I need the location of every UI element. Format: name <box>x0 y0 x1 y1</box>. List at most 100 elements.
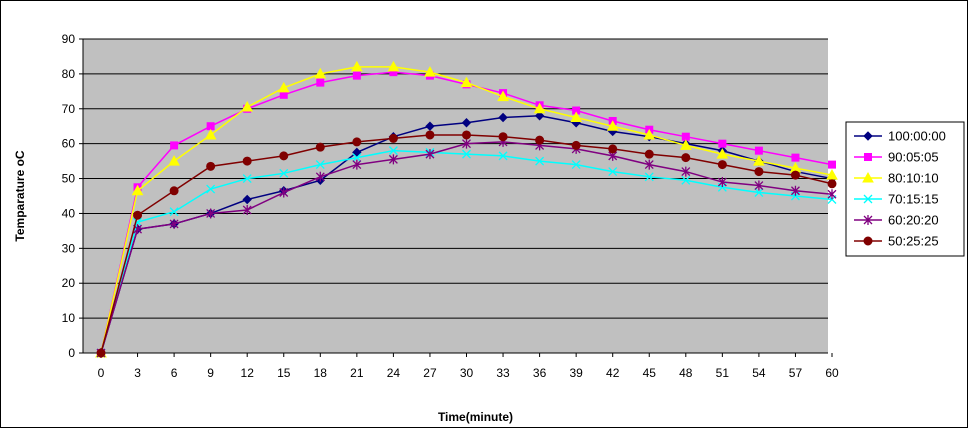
triangle-marker <box>460 76 473 88</box>
legend-item: 70:15:15 <box>854 192 939 207</box>
x-tick-label: 33 <box>496 366 510 380</box>
x-marker <box>388 146 398 156</box>
x-marker <box>206 184 216 194</box>
triangle-marker <box>277 81 290 93</box>
diamond-marker <box>242 194 252 205</box>
x-tick-label: 27 <box>423 366 437 380</box>
circle-marker <box>425 130 435 140</box>
diamond-marker <box>863 131 873 141</box>
square-marker <box>718 139 727 148</box>
legend-label: 80:10:10 <box>888 171 939 186</box>
x-axis-title: Time(minute) <box>438 410 513 424</box>
y-tick-label: 10 <box>62 311 76 325</box>
star-marker <box>425 149 435 160</box>
circle-marker <box>462 130 471 140</box>
x-tick-label: 36 <box>533 366 547 380</box>
y-tick-label: 30 <box>62 241 76 255</box>
x-marker <box>608 167 618 177</box>
square-marker <box>170 141 179 150</box>
triangle-marker <box>241 101 254 112</box>
star-marker <box>206 208 216 219</box>
x-tick-label: 30 <box>460 366 474 380</box>
star-marker <box>681 166 691 177</box>
legend-item: 80:10:10 <box>854 171 939 186</box>
legend-item: 100:00:00 <box>854 129 946 144</box>
square-marker <box>206 122 215 131</box>
x-tick-label: 24 <box>387 366 401 380</box>
legend-label: 100:00:00 <box>888 129 946 144</box>
diamond-marker <box>534 111 545 121</box>
x-marker <box>535 156 545 166</box>
plot-area <box>83 39 828 353</box>
y-axis-title: Temparature oC <box>13 150 27 241</box>
y-tick-label: 40 <box>62 206 76 220</box>
square-marker <box>681 132 690 141</box>
triangle-marker <box>862 171 874 183</box>
circle-marker <box>352 137 362 147</box>
diamond-marker <box>461 118 472 128</box>
x-tick-label: 9 <box>207 366 214 380</box>
x-marker <box>315 160 325 170</box>
x-marker <box>754 188 764 197</box>
triangle-marker <box>314 67 327 79</box>
star-marker <box>315 171 325 182</box>
triangle-marker <box>204 128 217 140</box>
circle-marker <box>498 132 508 142</box>
triangle-marker <box>643 128 656 140</box>
square-marker <box>279 90 288 99</box>
x-marker <box>169 207 179 217</box>
star-marker <box>827 189 837 200</box>
star-marker <box>352 159 362 170</box>
circle-marker <box>827 179 837 189</box>
x-tick-label: 60 <box>825 366 839 380</box>
x-tick-label: 45 <box>643 366 657 380</box>
triangle-marker <box>131 184 144 196</box>
x-marker <box>279 168 289 178</box>
square-marker <box>828 160 836 169</box>
square-marker <box>754 146 763 155</box>
triangle-marker <box>570 111 582 122</box>
legend-item: 60:20:20 <box>854 213 939 228</box>
star-marker <box>388 154 398 165</box>
circle-marker <box>754 167 764 177</box>
square-marker <box>316 78 325 87</box>
triangle-marker <box>387 60 400 72</box>
x-marker <box>352 153 362 163</box>
triangle-marker <box>351 60 363 72</box>
y-tick-label: 50 <box>62 172 76 186</box>
triangle-marker <box>533 102 546 114</box>
x-tick-label: 12 <box>241 366 255 380</box>
x-tick-label: 42 <box>606 366 620 380</box>
legend-label: 70:15:15 <box>888 192 939 207</box>
circle-marker <box>169 186 179 196</box>
diamond-marker <box>425 121 435 131</box>
y-tick-label: 0 <box>68 346 75 360</box>
x-tick-label: 18 <box>314 366 328 380</box>
x-marker <box>644 172 654 182</box>
triangle-marker <box>753 155 765 166</box>
star-marker <box>279 187 289 198</box>
diamond-marker <box>498 112 508 123</box>
circle-marker <box>717 160 727 170</box>
legend-label: 90:05:05 <box>888 150 939 165</box>
star-marker <box>754 180 764 191</box>
x-tick-label: 3 <box>134 366 141 380</box>
circle-marker <box>279 151 289 161</box>
x-marker <box>498 151 508 161</box>
legend-label: 60:20:20 <box>888 213 939 228</box>
legend-item: 50:25:25 <box>854 234 939 249</box>
circle-marker <box>242 156 252 166</box>
x-tick-labels: 0 3 6 9 12 15 18 21 24 27 30 33 36 39 42 45 48 51 54 57 60 <box>98 366 839 380</box>
circle-marker <box>790 170 800 180</box>
square-marker <box>864 153 872 161</box>
x-marker <box>863 194 873 204</box>
triangle-marker <box>424 66 436 77</box>
star-marker <box>242 204 252 215</box>
star-marker <box>169 218 179 229</box>
square-marker <box>791 153 800 162</box>
x-marker <box>462 149 471 159</box>
triangle-marker <box>606 120 619 131</box>
star-marker <box>462 138 471 149</box>
x-marker <box>681 175 691 185</box>
